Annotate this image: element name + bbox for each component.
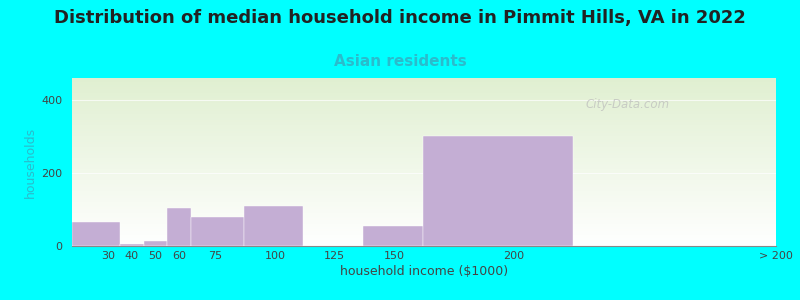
Text: Distribution of median household income in Pimmit Hills, VA in 2022: Distribution of median household income …	[54, 9, 746, 27]
X-axis label: household income ($1000): household income ($1000)	[340, 265, 508, 278]
Bar	[167, 208, 191, 246]
Bar	[72, 222, 120, 246]
Text: Asian residents: Asian residents	[334, 54, 466, 69]
Bar	[363, 226, 423, 246]
Bar	[244, 206, 303, 246]
Bar	[423, 136, 573, 246]
Text: City-Data.com: City-Data.com	[586, 98, 670, 111]
Bar	[143, 241, 167, 246]
Bar	[191, 217, 244, 246]
Bar	[120, 244, 143, 246]
Y-axis label: households: households	[24, 126, 37, 198]
